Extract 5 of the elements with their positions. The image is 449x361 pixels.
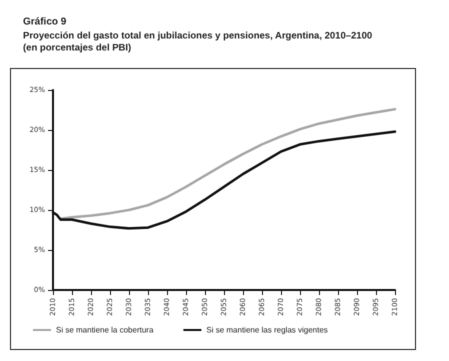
- chart-title: Gráfico 9: [23, 16, 67, 28]
- chart-subtitle: Proyección del gasto total en jubilaciones y pensiones, Argentina, 2010–2100 (en porcentajes del PBI): [23, 30, 372, 54]
- legend-label: Si se mantiene las reglas vigentes: [206, 326, 328, 334]
- line-series: [59, 108, 396, 220]
- legend-label: Si se mantiene la cobertura: [56, 326, 154, 334]
